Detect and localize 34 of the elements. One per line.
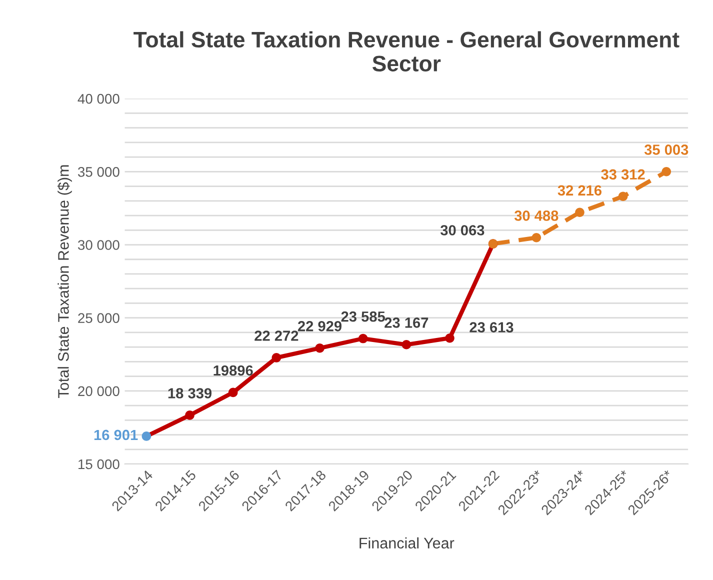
y-tick-label: 15 000 <box>78 459 120 470</box>
data-label: 23 613 <box>470 322 514 332</box>
point <box>272 353 282 362</box>
data-label: 18 339 <box>168 388 212 398</box>
data-label: 16 901 <box>94 430 138 440</box>
data-label: 22 272 <box>254 330 298 341</box>
point <box>618 192 628 202</box>
data-label: 32 216 <box>558 185 602 196</box>
point <box>662 166 672 176</box>
x-axis-title: Financial Year <box>360 537 454 549</box>
y-tick-label: 40 000 <box>78 94 120 104</box>
point <box>358 334 368 344</box>
point <box>315 343 324 353</box>
point <box>228 388 238 398</box>
point <box>142 432 152 441</box>
point <box>575 208 584 218</box>
chart-title: Total State Taxation Revenue - General Government Sector <box>134 31 680 72</box>
data-label: 33 312 <box>601 169 645 180</box>
data-label: 23 585 <box>341 311 385 322</box>
data-label: 19896 <box>214 365 253 376</box>
data-label: 30 488 <box>514 210 558 221</box>
data-label: 35 003 <box>644 144 688 155</box>
data-label: 22 929 <box>298 321 342 332</box>
data-label: 30 063 <box>440 225 484 236</box>
y-tick-label: 30 000 <box>78 240 120 250</box>
point <box>185 410 194 420</box>
y-axis-title: Total State Taxation Revenue ($)m <box>57 165 72 398</box>
y-tick-label: 20 000 <box>78 386 120 396</box>
y-tick-label: 25 000 <box>78 313 120 324</box>
point <box>532 232 542 242</box>
data-label: 23 167 <box>384 318 428 328</box>
point <box>402 340 412 350</box>
y-tick-label: 35 000 <box>78 167 120 177</box>
point <box>445 333 454 343</box>
